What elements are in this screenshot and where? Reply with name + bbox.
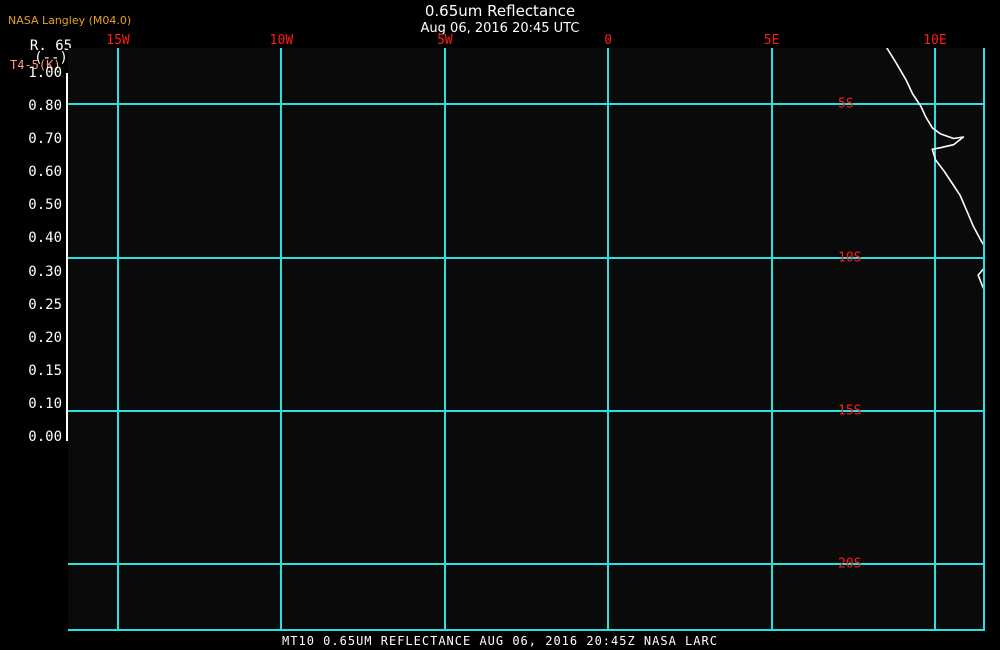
lon-label-10W: 10W <box>269 33 294 48</box>
lon-label-10E: 10E <box>923 33 947 48</box>
agency-label: NASA Langley (M04.0) <box>8 14 132 27</box>
colorbar-tick-0.40: 0.40 <box>28 230 62 247</box>
gridline-lon-10E <box>934 48 936 631</box>
colorbar-tick-0.10: 0.10 <box>28 395 62 412</box>
colorbar-alt-label: T4-5(K) <box>10 58 61 72</box>
chart-title: 0.65um Reflectance <box>424 2 576 20</box>
colorbar-tick-0.20: 0.20 <box>28 329 62 346</box>
colorbar-tick-1.00: 1.00 <box>28 65 62 81</box>
gridline-lon-0 <box>607 48 609 631</box>
colorbar-title: R. 65 <box>29 38 73 54</box>
gridline-lat-10S <box>68 257 983 259</box>
lat-label-20S: 20S <box>838 556 862 572</box>
coastline-path <box>885 48 983 290</box>
map-plot-area <box>68 48 983 631</box>
lon-label-0: 0 <box>604 33 613 48</box>
gridline-lat-15S <box>68 410 983 412</box>
gridline-lon-5E <box>771 48 773 631</box>
footer-caption: MT10 0.65UM REFLECTANCE AUG 06, 2016 20:… <box>282 634 718 648</box>
gridline-lat-20S <box>68 563 983 565</box>
colorbar-tick-0.00: 0.00 <box>28 429 62 445</box>
lon-label-5E: 5E <box>763 33 780 48</box>
lon-label-15W: 15W <box>106 33 130 48</box>
colorbar-tick-0.25: 0.25 <box>28 296 62 313</box>
colorbar-tick-0.80: 0.80 <box>28 98 62 115</box>
lat-label-10S: 10S <box>838 250 862 266</box>
map-border-bottom <box>68 629 985 631</box>
lat-label-15S: 15S <box>838 403 862 419</box>
lat-label-5S: 5S <box>838 96 854 112</box>
coastline-overlay <box>885 48 983 290</box>
colorbar-tick-0.60: 0.60 <box>28 164 62 181</box>
gridline-lat-5S <box>68 103 983 105</box>
gridline-lon-15W <box>117 48 119 631</box>
colorbar-tick-0.15: 0.15 <box>28 362 62 379</box>
map-border-right <box>983 48 985 631</box>
gridline-lon-5W <box>444 48 446 631</box>
colorbar-tick-0.30: 0.30 <box>28 263 62 280</box>
chart-subtitle: Aug 06, 2016 20:45 UTC <box>420 21 580 36</box>
colorbar-tick-0.50: 0.50 <box>28 197 62 214</box>
colorbar-tick-0.70: 0.70 <box>28 131 62 148</box>
lon-label-5W: 5W <box>436 33 453 48</box>
gridline-lon-10W <box>280 48 282 631</box>
colorbar-units: (--) <box>34 50 68 66</box>
